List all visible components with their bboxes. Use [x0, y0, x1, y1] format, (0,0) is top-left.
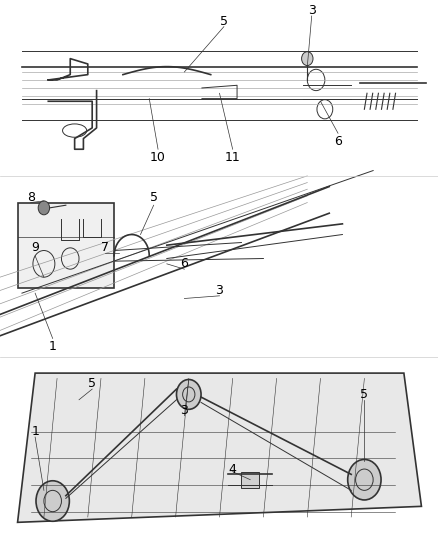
Text: 1: 1 [49, 340, 57, 353]
FancyBboxPatch shape [18, 203, 114, 288]
Text: 5: 5 [360, 388, 367, 401]
Circle shape [301, 52, 312, 66]
FancyBboxPatch shape [241, 472, 258, 488]
Text: 3: 3 [307, 4, 315, 17]
Text: 5: 5 [88, 377, 96, 390]
Text: 5: 5 [219, 15, 227, 28]
Text: 10: 10 [150, 151, 166, 164]
Text: 9: 9 [31, 241, 39, 254]
Text: 3: 3 [215, 284, 223, 297]
Text: 6: 6 [333, 135, 341, 148]
Circle shape [36, 481, 69, 521]
Text: 4: 4 [228, 463, 236, 475]
Text: 11: 11 [224, 151, 240, 164]
Text: 3: 3 [180, 404, 188, 417]
Text: 6: 6 [180, 257, 188, 270]
Text: 8: 8 [27, 191, 35, 204]
Circle shape [176, 379, 201, 409]
Circle shape [347, 459, 380, 500]
Text: 5: 5 [149, 191, 157, 204]
Polygon shape [18, 373, 420, 522]
Circle shape [38, 201, 49, 215]
Text: 1: 1 [31, 425, 39, 438]
Text: 7: 7 [101, 241, 109, 254]
